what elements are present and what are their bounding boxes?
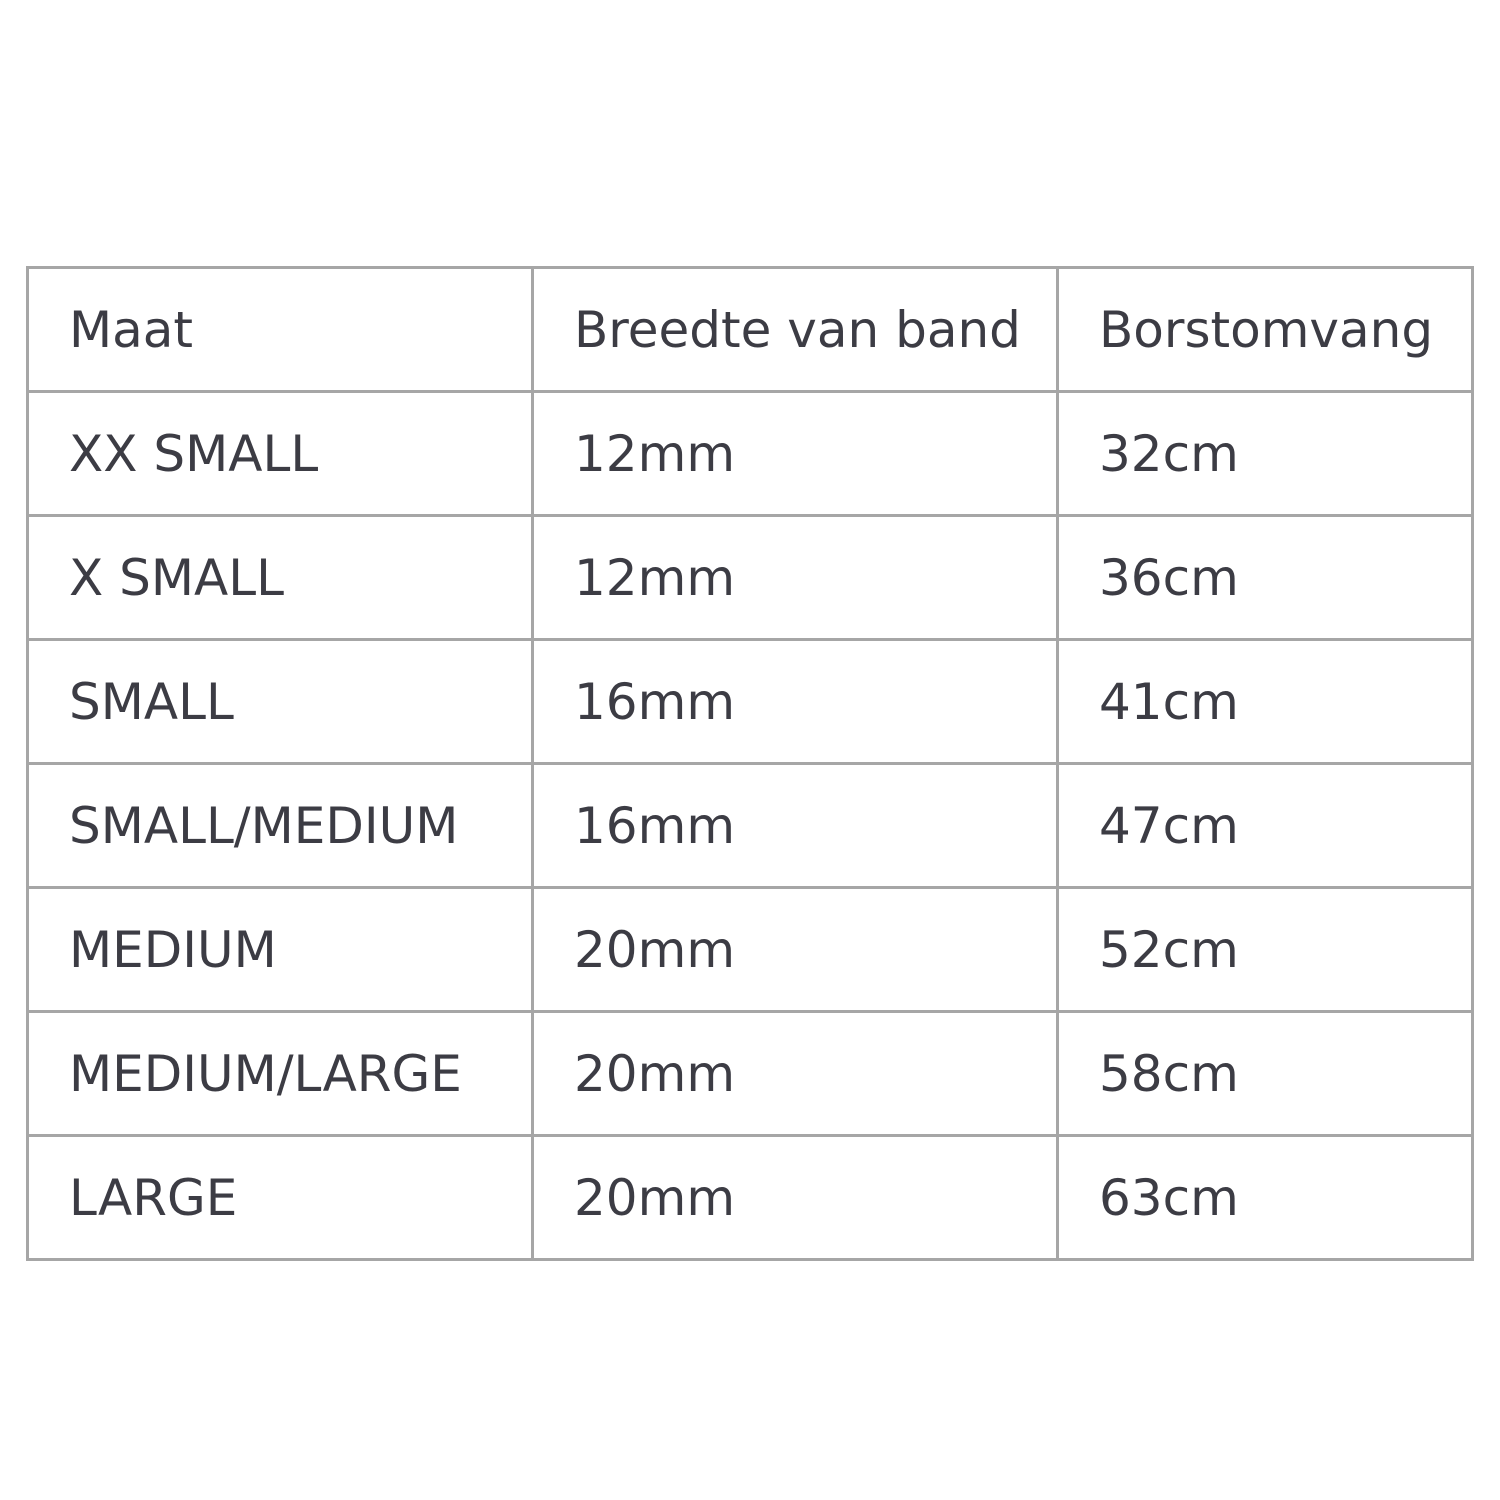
table-row: LARGE 20mm 63cm <box>26 1134 1474 1261</box>
cell-size: LARGE <box>26 1134 534 1261</box>
cell-size: XX SMALL <box>26 390 534 517</box>
cell-size: X SMALL <box>26 514 534 641</box>
cell-band-width: 20mm <box>531 1134 1059 1261</box>
cell-chest-size: 52cm <box>1056 886 1474 1013</box>
header-band-width: Breedte van band <box>531 266 1059 393</box>
cell-band-width: 12mm <box>531 514 1059 641</box>
table-row: X SMALL 12mm 36cm <box>26 514 1474 641</box>
cell-chest-size: 58cm <box>1056 1010 1474 1137</box>
cell-band-width: 20mm <box>531 1010 1059 1137</box>
cell-size: SMALL <box>26 638 534 765</box>
table-header-row: Maat Breedte van band Borstomvang <box>26 266 1474 393</box>
table-row: MEDIUM 20mm 52cm <box>26 886 1474 1013</box>
cell-size: MEDIUM <box>26 886 534 1013</box>
table-row: MEDIUM/LARGE 20mm 58cm <box>26 1010 1474 1137</box>
cell-chest-size: 41cm <box>1056 638 1474 765</box>
header-chest-size: Borstomvang <box>1056 266 1474 393</box>
header-size: Maat <box>26 266 534 393</box>
cell-band-width: 12mm <box>531 390 1059 517</box>
size-table: Maat Breedte van band Borstomvang XX SMA… <box>26 266 1474 1261</box>
table-row: SMALL 16mm 41cm <box>26 638 1474 765</box>
table-row: SMALL/MEDIUM 16mm 47cm <box>26 762 1474 889</box>
cell-size: MEDIUM/LARGE <box>26 1010 534 1137</box>
cell-band-width: 20mm <box>531 886 1059 1013</box>
cell-chest-size: 32cm <box>1056 390 1474 517</box>
cell-band-width: 16mm <box>531 638 1059 765</box>
table-row: XX SMALL 12mm 32cm <box>26 390 1474 517</box>
cell-size: SMALL/MEDIUM <box>26 762 534 889</box>
cell-band-width: 16mm <box>531 762 1059 889</box>
cell-chest-size: 63cm <box>1056 1134 1474 1261</box>
cell-chest-size: 36cm <box>1056 514 1474 641</box>
cell-chest-size: 47cm <box>1056 762 1474 889</box>
